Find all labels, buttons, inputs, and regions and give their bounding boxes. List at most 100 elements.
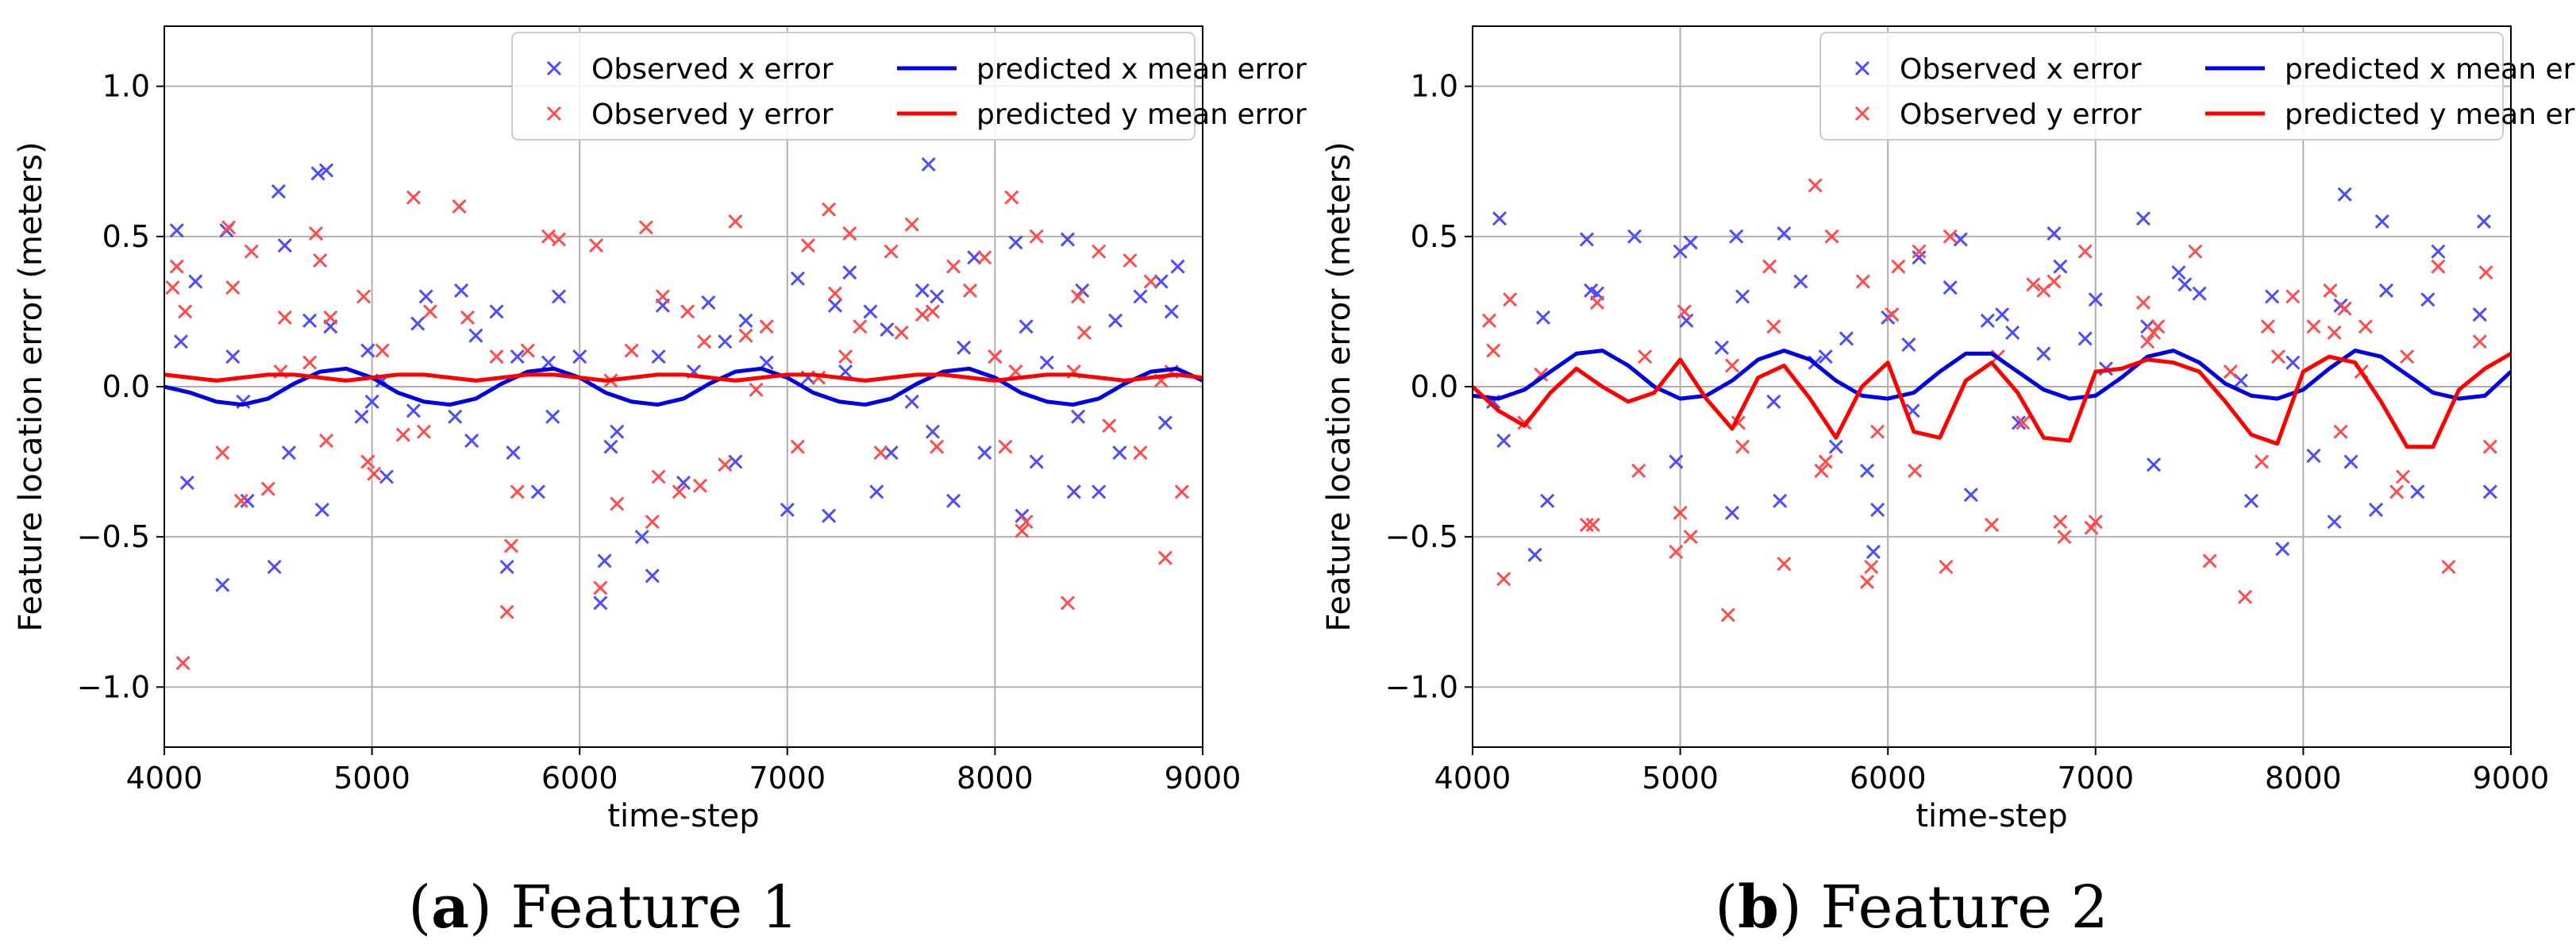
data-point: [1492, 211, 1507, 226]
data-point: [2400, 349, 2415, 364]
data-point: [2285, 289, 2301, 304]
caption-text: Feature 2: [1820, 873, 2108, 942]
data-point: [2275, 541, 2290, 557]
y-tick-label: 0.0: [102, 369, 150, 404]
data-point: [1102, 418, 1117, 434]
data-point: [2254, 454, 2270, 469]
data-point: [1589, 295, 1605, 310]
data-point: [1766, 394, 1781, 409]
data-point: [2135, 211, 2151, 226]
figure-caption: (a) Feature 1: [408, 873, 799, 942]
data-point: [2358, 319, 2373, 334]
data-point: [1984, 517, 2000, 533]
data-point: [2260, 319, 2275, 334]
data-point: [1029, 229, 1044, 244]
x-tick-label: 4000: [126, 761, 203, 796]
data-point: [2285, 355, 2301, 370]
data-point: [225, 349, 241, 364]
data-point: [1980, 313, 1995, 328]
data-point: [530, 484, 545, 499]
data-point: [1486, 343, 1501, 358]
data-point: [759, 319, 774, 334]
x-tick-label: 5000: [333, 761, 410, 796]
data-point: [1133, 445, 1148, 461]
data-point: [1885, 307, 1900, 322]
caption-paren-open: (: [1715, 873, 1738, 942]
data-point: [692, 478, 707, 493]
data-point: [354, 409, 369, 424]
data-point: [240, 493, 255, 508]
data-point: [1579, 232, 1594, 247]
series-line: [1473, 352, 2511, 449]
x-tick-label: 7000: [2057, 761, 2134, 796]
data-point: [655, 289, 670, 304]
data-point: [921, 156, 936, 172]
data-point: [1638, 349, 1653, 364]
data-point: [2177, 277, 2193, 292]
data-point: [697, 334, 712, 349]
data-point: [410, 316, 425, 331]
data-point: [904, 217, 919, 232]
data-point: [1859, 574, 1875, 589]
data-point: [2472, 334, 2487, 349]
y-tick-label: 0.5: [102, 219, 150, 254]
data-point: [318, 434, 334, 449]
data-point: [827, 298, 843, 313]
data-point: [2306, 319, 2321, 334]
data-point: [822, 508, 837, 523]
data-point: [1912, 250, 1927, 265]
data-point: [1066, 484, 1081, 499]
data-point: [1683, 530, 1698, 545]
data-point: [2192, 286, 2207, 301]
data-point: [680, 304, 695, 319]
data-point: [1122, 253, 1138, 268]
data-point: [551, 232, 567, 247]
data-point: [624, 343, 639, 358]
data-point: [271, 184, 286, 199]
data-point: [178, 304, 193, 319]
data-point: [277, 238, 292, 253]
data-point: [2395, 469, 2411, 484]
data-point: [603, 439, 618, 454]
legend-label: Observed y error: [1900, 98, 2142, 131]
data-point: [308, 225, 324, 241]
data-point: [800, 238, 816, 253]
data-point: [1133, 289, 1148, 304]
data-point: [1018, 319, 1034, 334]
data-point: [904, 394, 919, 409]
y-tick-label: 0.0: [1411, 369, 1458, 404]
data-point: [215, 445, 230, 461]
legend-box: [511, 32, 1196, 141]
data-point: [406, 190, 421, 205]
data-point: [454, 283, 469, 298]
data-point: [1627, 229, 1642, 244]
data-point: [2337, 187, 2352, 202]
data-point: [1908, 463, 1923, 478]
data-point: [310, 166, 325, 181]
data-point: [1866, 545, 1881, 560]
x-axis-label: time-step: [1916, 798, 2067, 834]
plot-area: [1473, 178, 2511, 622]
data-point: [489, 304, 504, 319]
caption-label: a: [431, 873, 469, 942]
data-point: [541, 229, 556, 244]
data-point: [2306, 448, 2321, 464]
data-point: [880, 322, 895, 337]
data-point: [1669, 545, 1684, 560]
data-point: [2088, 292, 2103, 307]
series-predicted-y-mean-error: [1473, 352, 2511, 449]
data-point: [676, 476, 691, 491]
data-point: [1855, 274, 1870, 289]
data-point: [499, 559, 514, 575]
data-point: [1579, 517, 1594, 533]
data-point: [2327, 514, 2342, 530]
data-point: [634, 530, 649, 545]
data-point: [1891, 259, 1906, 274]
data-point: [506, 445, 521, 461]
data-point: [2026, 277, 2041, 292]
data-point: [1060, 595, 1076, 611]
data-point: [1092, 244, 1107, 259]
data-point: [1015, 523, 1030, 538]
data-point: [1153, 274, 1169, 289]
data-point: [2011, 415, 2027, 430]
